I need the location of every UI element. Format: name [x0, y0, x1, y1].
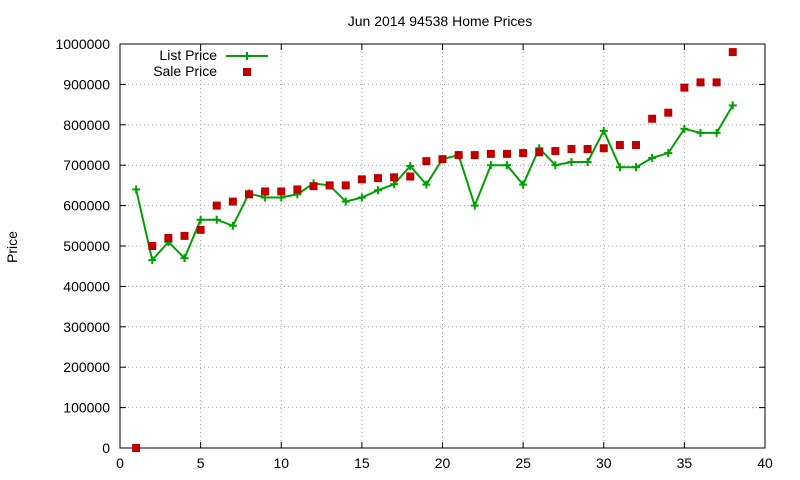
x-tick-label: 5: [197, 455, 205, 471]
sale-price-point: [357, 175, 366, 184]
list-price-point: [632, 163, 640, 172]
list-price-line: [135, 104, 734, 263]
list-price-point: [486, 161, 495, 170]
sale-price-point: [583, 145, 592, 154]
list-price-point: [406, 162, 415, 171]
legend-swatch-sale-price: [243, 68, 251, 76]
y-axis-label: Price: [4, 231, 20, 263]
list-price-point: [180, 254, 189, 263]
list-price-point: [680, 124, 689, 133]
sale-price-point: [390, 173, 399, 182]
sale-price-point: [374, 174, 382, 183]
sale-price-point: [245, 190, 253, 199]
sale-price-point: [551, 147, 560, 156]
chart-title: Jun 2014 94538 Home Prices: [348, 13, 532, 29]
sale-price-point: [212, 201, 221, 210]
x-tick-label: 35: [677, 455, 693, 471]
x-tick-label: 40: [757, 455, 773, 471]
sale-price-point: [615, 141, 624, 149]
sale-price-point: [277, 187, 286, 196]
sale-price-point: [664, 108, 673, 117]
sale-price-point: [228, 197, 237, 206]
sale-price-point: [728, 48, 737, 57]
y-tick-label: 0: [102, 440, 110, 456]
y-tick-label: 800000: [63, 117, 110, 133]
sale-price-point: [486, 149, 495, 158]
x-tick-label: 15: [354, 455, 370, 471]
sale-price-point: [261, 187, 270, 196]
list-price-point: [615, 163, 624, 172]
sale-price-point: [696, 78, 705, 87]
series-layer: [132, 48, 737, 452]
sale-price-point: [567, 145, 576, 154]
grid-lines: [120, 44, 765, 448]
list-price-point: [212, 215, 221, 224]
list-price-point: [583, 157, 592, 166]
y-tick-label: 500000: [63, 238, 110, 254]
list-price-point: [374, 186, 382, 195]
sale-price-point: [454, 151, 463, 160]
axis-ticks: 0 100000 200000 300000 400000 500000 600000 700…: [55, 36, 773, 471]
sale-price-point: [712, 78, 721, 87]
y-tick-label: 300000: [63, 319, 110, 335]
list-price-point: [132, 185, 141, 194]
list-price-point: [696, 128, 705, 137]
sale-price-point: [648, 114, 657, 123]
list-price-point: [148, 256, 157, 265]
list-price-point: [712, 128, 721, 137]
list-price-point: [728, 101, 737, 110]
sale-price-point: [132, 444, 141, 452]
sale-price-point: [470, 151, 479, 160]
sale-price-point: [325, 181, 334, 190]
sale-price-point: [680, 83, 689, 92]
x-tick-label: 30: [596, 455, 612, 471]
list-price-point: [341, 197, 350, 206]
list-price-point: [567, 157, 576, 166]
list-price-point: [648, 153, 657, 162]
list-price-point: [357, 193, 366, 202]
sale-price-point: [148, 242, 157, 250]
y-tick-label: 1000000: [55, 36, 110, 52]
list-price-point: [390, 180, 399, 189]
sale-price-point: [164, 233, 173, 242]
sale-price-point: [535, 148, 544, 157]
y-tick-label: 700000: [63, 157, 110, 173]
sale-price-point: [293, 185, 302, 194]
legend-marker-list-price: [243, 52, 251, 60]
legend-label-list-price: List Price: [159, 47, 217, 63]
y-tick-label: 100000: [63, 400, 110, 416]
list-price-point: [599, 126, 608, 135]
sale-price-point: [180, 231, 189, 240]
sale-price-point: [503, 149, 511, 158]
sale-price-point: [519, 149, 528, 158]
y-tick-label: 200000: [63, 359, 110, 375]
list-price-point: [551, 161, 560, 170]
list-price-point: [519, 180, 528, 189]
sale-price-point: [309, 182, 318, 191]
sale-price-point: [196, 225, 205, 234]
y-tick-label: 600000: [63, 198, 110, 214]
x-tick-label: 0: [116, 455, 124, 471]
list-price-point: [503, 161, 511, 170]
list-price-point: [422, 180, 431, 189]
list-price-point: [664, 149, 673, 158]
y-tick-label: 900000: [63, 76, 110, 92]
x-tick-label: 25: [515, 455, 531, 471]
list-price-point: [196, 215, 205, 224]
sale-price-point: [422, 157, 431, 166]
sale-price-point: [341, 181, 350, 190]
y-tick-label: 400000: [63, 278, 110, 294]
sale-price-point: [406, 172, 415, 181]
sale-price-point: [632, 141, 640, 149]
x-tick-label: 20: [435, 455, 451, 471]
list-price-point: [470, 201, 479, 210]
legend-label-sale-price: Sale Price: [153, 63, 217, 79]
x-tick-label: 10: [273, 455, 289, 471]
sale-price-point: [599, 144, 608, 153]
sale-price-point: [438, 155, 447, 164]
list-price-point: [228, 221, 237, 230]
